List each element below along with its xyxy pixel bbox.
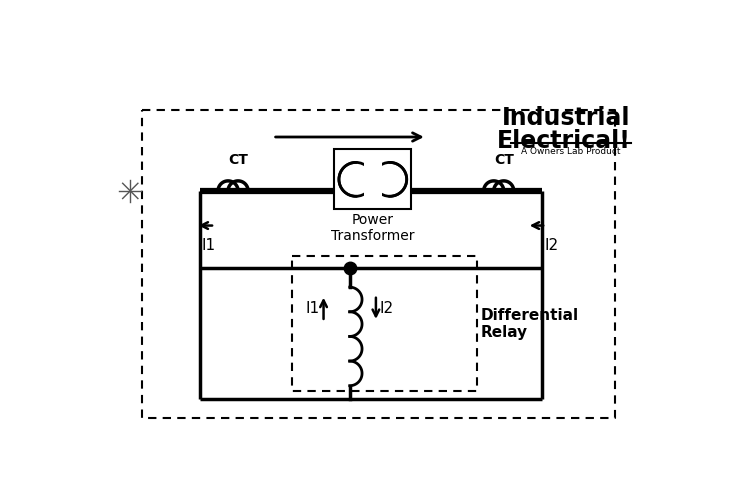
Text: I2: I2 [544,238,559,253]
Text: Power
Transformer: Power Transformer [331,213,415,244]
Text: I2: I2 [380,301,394,316]
Text: Industrial: Industrial [503,106,631,130]
Text: A Owners Lab Product: A Owners Lab Product [521,147,621,156]
Text: I1: I1 [202,238,216,253]
Text: CT: CT [494,153,514,167]
Bar [334,150,411,210]
Text: Differential
Relay: Differential Relay [481,308,579,340]
Text: Electrical!: Electrical! [497,130,631,154]
Bar [364,162,382,196]
Text: I1: I1 [305,301,320,316]
Text: CT: CT [228,153,248,167]
